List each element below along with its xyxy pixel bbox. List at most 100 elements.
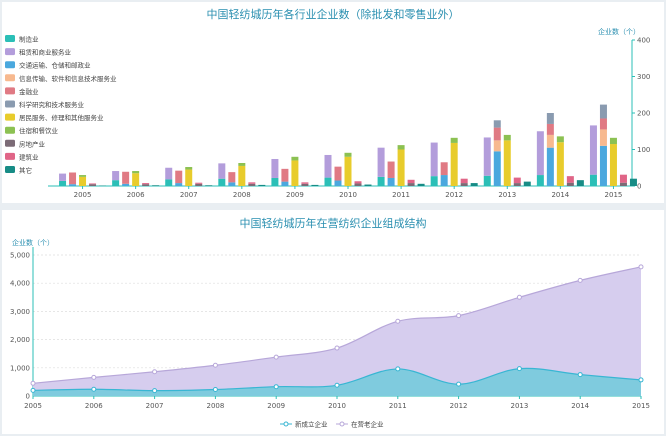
bar-segment [291,160,299,186]
bar-segment [281,181,289,186]
data-point [395,366,401,372]
data-point [638,264,644,270]
bar-segment [218,163,226,179]
y-axis-label: 企业数（个） [598,27,640,36]
bar-segment [311,184,319,186]
bar-segment [185,169,193,186]
bar-segment [132,173,140,186]
legend-label: 科学研究和技术服务业 [19,100,85,109]
bar-segment [407,179,415,184]
bar-segment [483,137,491,176]
bar-segment [89,183,97,185]
bar-segment [258,184,266,186]
y-tick-label: 4,000 [10,280,30,288]
legend-swatch [5,166,15,173]
x-tick-label: 2005 [74,191,92,199]
bar-segment [493,127,501,141]
bar-segment [397,149,405,186]
bar-segment [112,180,120,186]
data-point [152,369,158,375]
data-point [30,380,36,386]
x-tick-label: 2009 [286,191,304,199]
data-point [91,386,97,392]
data-point [516,294,522,300]
x-tick-label: 2010 [328,402,346,410]
chart-title: 中国轻纺城历年各行业企业数（除批发和零售业外） [207,7,460,21]
bar-segment [556,142,564,186]
bar-segment [493,120,501,128]
data-point [273,384,279,390]
bar-segment [589,125,597,175]
x-tick-label: 2011 [389,402,407,410]
bar-segment [566,176,574,183]
data-point [152,388,158,394]
bar-segment [377,176,385,186]
y-tick-label: 0 [26,393,30,401]
x-tick-label: 2005 [24,402,42,410]
bar-segment [354,183,362,186]
y-tick-label: 2,000 [10,336,30,344]
x-tick-label: 2006 [85,402,103,410]
bar-segment [619,182,627,186]
legend-label: 租赁和商业服务业 [19,48,72,57]
bar-segment [460,178,468,184]
bar-segment [334,180,342,186]
x-tick-label: 2006 [127,191,145,199]
bar-segment [301,183,309,186]
bar-segment [89,184,97,186]
legend-swatch [5,126,15,134]
bar-segment [132,171,140,174]
bar-segment [440,175,448,186]
bar-segment [377,147,385,177]
x-tick-label: 2008 [206,402,224,410]
bar-segment [599,145,607,186]
bar-segment [503,140,511,186]
legend-label: 住宿和餐饮业 [19,126,59,135]
y-tick-label: 5,000 [10,252,30,260]
x-tick-label: 2009 [267,402,285,410]
data-point [456,381,462,387]
bar-segment [165,167,173,180]
bar-segment [142,183,150,185]
bar-segment [589,174,597,186]
bar-segment [248,183,256,186]
bar-segment [364,184,372,186]
legend-label: 房地产业 [19,139,46,148]
x-tick-label: 2014 [551,191,569,199]
data-point [212,362,218,368]
bar-segment [228,172,236,183]
bar-segment [152,185,160,186]
bar-segment [238,165,246,186]
bar-segment [397,145,405,150]
bar-segment [599,104,607,119]
bar-segment [523,181,531,186]
data-point [456,313,462,319]
legend-label: 建筑业 [19,152,39,161]
bar-segment [69,184,77,186]
top-chart-panel: 中国轻纺城历年各行业企业数（除批发和零售业外） 企业数（个） 0 100 200 30… [2,2,664,203]
data-point [212,387,218,393]
bar-segment [324,154,332,178]
area-chart: 中国轻纺城历年在营纺织企业组成结构 企业数（个） 0 1,000 2,000 3,00… [10,216,650,429]
legend-swatch [5,87,15,95]
bar-segment [142,184,150,186]
y-tick-label: 3,000 [10,308,30,316]
y-tick-label: 1,000 [10,364,30,372]
x-tick-label: 2015 [632,402,650,410]
bar-segment [271,177,279,186]
bar-segment [344,156,352,186]
bar-segment [387,177,395,186]
data-point [577,372,583,378]
bar-segment [281,168,289,182]
legend-swatch [5,152,15,160]
bar-segment [513,177,521,184]
bar-segment [536,175,544,186]
legend-swatch [5,61,15,69]
bar-segment [430,176,438,186]
bar-segment [546,134,554,148]
x-tick-label: 2010 [339,191,357,199]
data-point [395,318,401,324]
legend-marker [283,421,289,427]
bar-segment [122,183,130,186]
x-tick-label: 2015 [605,191,623,199]
